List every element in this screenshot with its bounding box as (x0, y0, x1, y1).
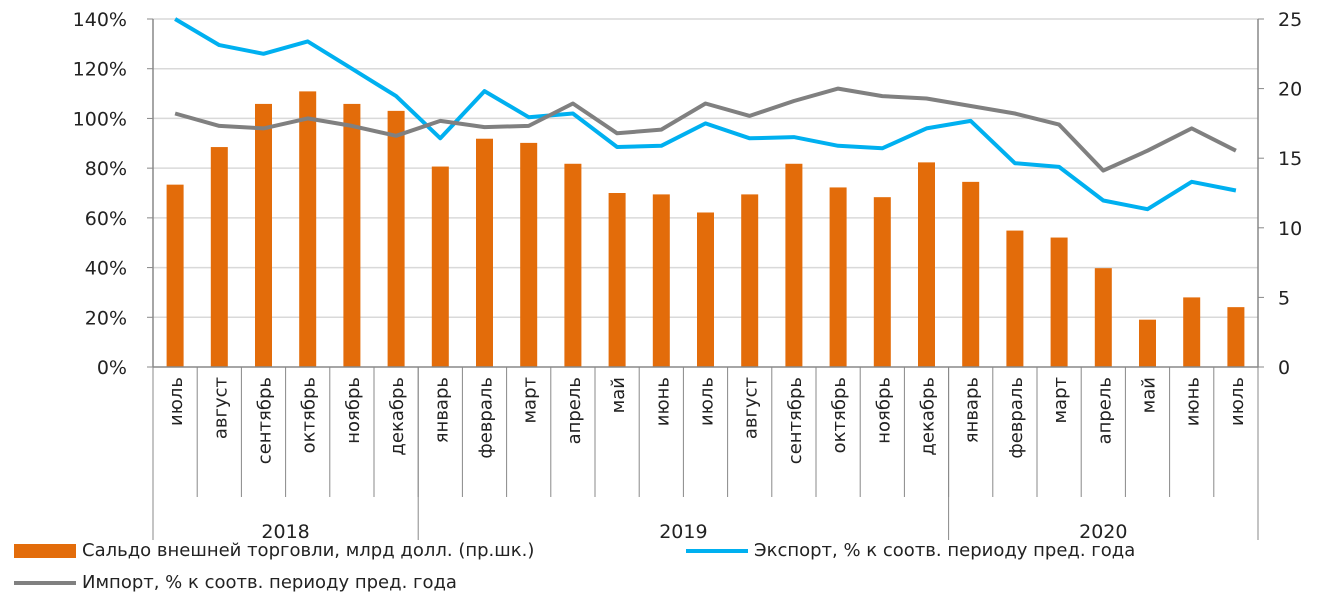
bar-balance (741, 194, 759, 367)
category-label: март (1050, 377, 1071, 424)
category-label: январь (431, 377, 452, 443)
bar-balance (166, 184, 184, 367)
bar-balance (697, 212, 714, 367)
legend-item-export: Экспорт, % к соотв. периоду пред. года (686, 540, 1135, 561)
right-axis-tick-label: 10 (1278, 218, 1302, 240)
category-label: апрель (564, 377, 585, 444)
bar-balance (431, 166, 449, 367)
bar-balance (520, 142, 538, 367)
category-label: октябрь (829, 377, 850, 453)
category-label: май (608, 377, 629, 413)
bar-balance (1139, 319, 1156, 367)
category-label: сентябрь (255, 377, 276, 464)
chart: 0% 20% 40% 60% 80% 100% 120% 140% 0 5 10 15 20 25 июль… (73, 9, 1302, 540)
category-label: июнь (1183, 377, 1204, 426)
left-axis-tick-label: 140% (73, 9, 127, 31)
right-axis-tick-label: 15 (1278, 148, 1302, 170)
bar-balance (1183, 297, 1201, 367)
legend-swatch-export (686, 548, 748, 553)
bar-balance (387, 110, 405, 367)
category-label: февраль (1006, 377, 1027, 459)
category-label: февраль (476, 377, 497, 459)
legend-item-import: Импорт, % к соотв. периоду пред. года (14, 572, 457, 593)
category-label: апрель (1094, 377, 1115, 444)
bar-balance (1006, 230, 1024, 367)
bar-balance (785, 163, 803, 367)
bar-balance (1227, 307, 1245, 367)
category-label: май (1139, 377, 1160, 413)
left-axis-tick-label: 60% (85, 208, 127, 230)
left-axis-tick-label: 100% (73, 108, 127, 130)
bar-balance (255, 103, 272, 368)
category-label: июнь (652, 377, 673, 426)
left-axis-tick-label: 20% (85, 307, 127, 329)
line-export (174, 17, 1237, 212)
bar-balance (210, 147, 228, 367)
right-axis-tick-label: 20 (1278, 79, 1302, 101)
category-label: январь (962, 377, 983, 443)
bar-balance (829, 187, 847, 367)
legend-swatch-import (14, 580, 76, 585)
right-axis-tick-label: 0 (1278, 357, 1290, 379)
bar-balance (476, 138, 493, 367)
bar-balance (1094, 268, 1112, 367)
left-axis-tick-label: 40% (85, 258, 127, 280)
category-label: август (741, 377, 762, 439)
year-label: 2018 (261, 521, 309, 540)
bar-balance (299, 91, 317, 367)
right-axis-tick-label: 5 (1278, 287, 1290, 309)
bar-balance (608, 193, 626, 367)
year-label: 2020 (1079, 521, 1127, 540)
category-label: сентябрь (785, 377, 806, 464)
bar-balance (652, 194, 670, 367)
right-axis-tick-label: 25 (1278, 9, 1302, 31)
legend-label-balance: Сальдо внешней торговли, млрд долл. (пр.… (82, 540, 535, 561)
bar-balance (873, 197, 891, 367)
category-label: июль (166, 377, 187, 426)
category-label: август (210, 377, 231, 439)
category-label: декабрь (387, 377, 408, 456)
legend-label-export: Экспорт, % к соотв. периоду пред. года (754, 540, 1136, 561)
category-label: ноябрь (873, 377, 894, 444)
legend-item-balance: Сальдо внешней торговли, млрд долл. (пр.… (14, 540, 534, 561)
bar-balance (343, 103, 361, 368)
legend-label-import: Импорт, % к соотв. периоду пред. года (82, 572, 457, 593)
bar-balance (1050, 237, 1068, 367)
left-axis-tick-label: 120% (73, 59, 127, 81)
year-label: 2019 (659, 521, 707, 540)
category-label: ноябрь (343, 377, 364, 444)
category-label: июль (697, 377, 718, 426)
left-axis-tick-label: 0% (97, 357, 127, 379)
category-label: март (520, 377, 541, 424)
bar-balance (962, 181, 980, 367)
category-label: октябрь (299, 377, 320, 453)
bar-balance (918, 162, 935, 367)
bar-balance (564, 163, 582, 367)
line-import (174, 86, 1237, 173)
left-axis-tick-label: 80% (85, 158, 127, 180)
legend-swatch-balance (14, 543, 76, 558)
category-label: июль (1227, 377, 1248, 426)
category-label: декабрь (918, 377, 939, 456)
